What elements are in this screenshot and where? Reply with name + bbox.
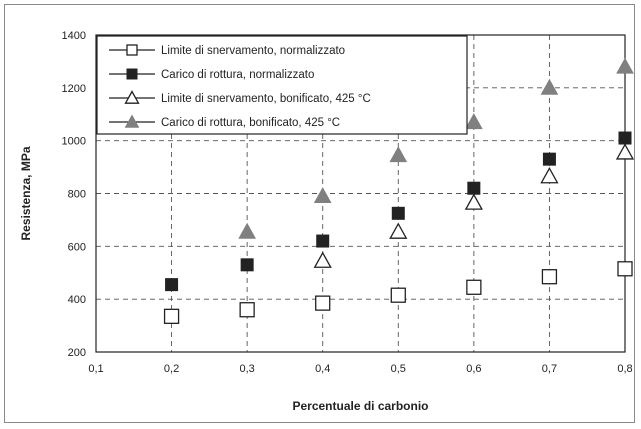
data-point-series-4 [540, 78, 559, 95]
data-point-series-4 [389, 146, 408, 163]
legend-item: Limite di snervamento, bonificato, 425 °… [109, 90, 371, 105]
legend-label: Carico di rottura, normalizzato [161, 69, 314, 81]
y-axis-label: Resistenza, MPa [19, 146, 33, 240]
legend-item: Carico di rottura, normalizzato [109, 68, 314, 81]
y-tick-labels: 200 400 600 800 1000 1200 1400 [62, 30, 86, 359]
data-point-series-4 [313, 187, 332, 204]
data-point-series-1 [315, 295, 331, 311]
legend-marker [124, 90, 140, 104]
x-tick-label: 0,4 [315, 363, 330, 375]
legend-box [96, 35, 468, 135]
y-tick-label: 200 [68, 347, 86, 359]
data-point-series-1 [541, 269, 558, 285]
y-tick-label: 1400 [62, 30, 86, 42]
data-point-series-4 [616, 57, 634, 74]
x-tick-label: 0,7 [542, 363, 557, 375]
data-point-series-1 [239, 302, 255, 318]
x-tick-label: 0,6 [466, 363, 481, 375]
legend-marker [126, 68, 138, 80]
data-point-series-3 [389, 222, 408, 239]
data-markers [163, 57, 635, 324]
legend-label: Limite di snervamento, bonificato, 425 °… [161, 93, 371, 105]
data-point-series-1 [390, 287, 406, 303]
y-tick-label: 1200 [62, 83, 86, 95]
y-tick-label: 800 [68, 189, 86, 201]
data-point-series-2 [165, 278, 179, 292]
legend-marker [126, 44, 138, 56]
data-point-series-3 [615, 143, 635, 160]
y-tick-label: 400 [68, 294, 86, 306]
data-point-series-1 [617, 261, 633, 277]
y-tick-label: 600 [68, 241, 86, 253]
data-point-series-2 [240, 258, 254, 272]
data-point-series-2 [391, 206, 405, 220]
data-point-series-4 [465, 113, 483, 130]
legend-label: Carico di rottura, bonificato, 425 °C [161, 117, 340, 129]
x-tick-label: 0,3 [239, 363, 254, 375]
x-tick-labels: 0,1 0,2 0,3 0,4 0,5 0,6 0,7 0,8 [88, 363, 632, 375]
legend-item: Limite di snervamento, normalizzato [109, 44, 345, 57]
data-point-series-3 [313, 251, 332, 268]
legend: Limite di snervamento, normalizzato Caric… [96, 35, 468, 135]
data-point-series-3 [540, 166, 559, 184]
legend-marker [124, 114, 140, 128]
legend-label: Limite di snervamento, normalizzato [161, 45, 345, 57]
data-point-series-3 [464, 193, 483, 210]
data-point-series-2 [316, 234, 330, 248]
x-tick-label: 0,8 [617, 363, 632, 375]
x-tick-label: 0,1 [88, 363, 103, 375]
y-tick-label: 1000 [62, 136, 86, 148]
data-point-series-4 [238, 222, 256, 239]
x-tick-label: 0,5 [391, 363, 406, 375]
plot-area-border [95, 34, 626, 353]
x-tick-label: 0,2 [164, 363, 179, 375]
data-point-series-1 [163, 308, 180, 324]
legend-item: Carico di rottura, bonificato, 425 °C [109, 114, 340, 129]
data-point-series-1 [466, 279, 482, 295]
x-axis-label: Percentuale di carbonio [292, 399, 428, 413]
data-point-series-2 [618, 131, 632, 145]
data-point-series-2 [542, 152, 556, 166]
data-point-series-2 [467, 181, 481, 195]
